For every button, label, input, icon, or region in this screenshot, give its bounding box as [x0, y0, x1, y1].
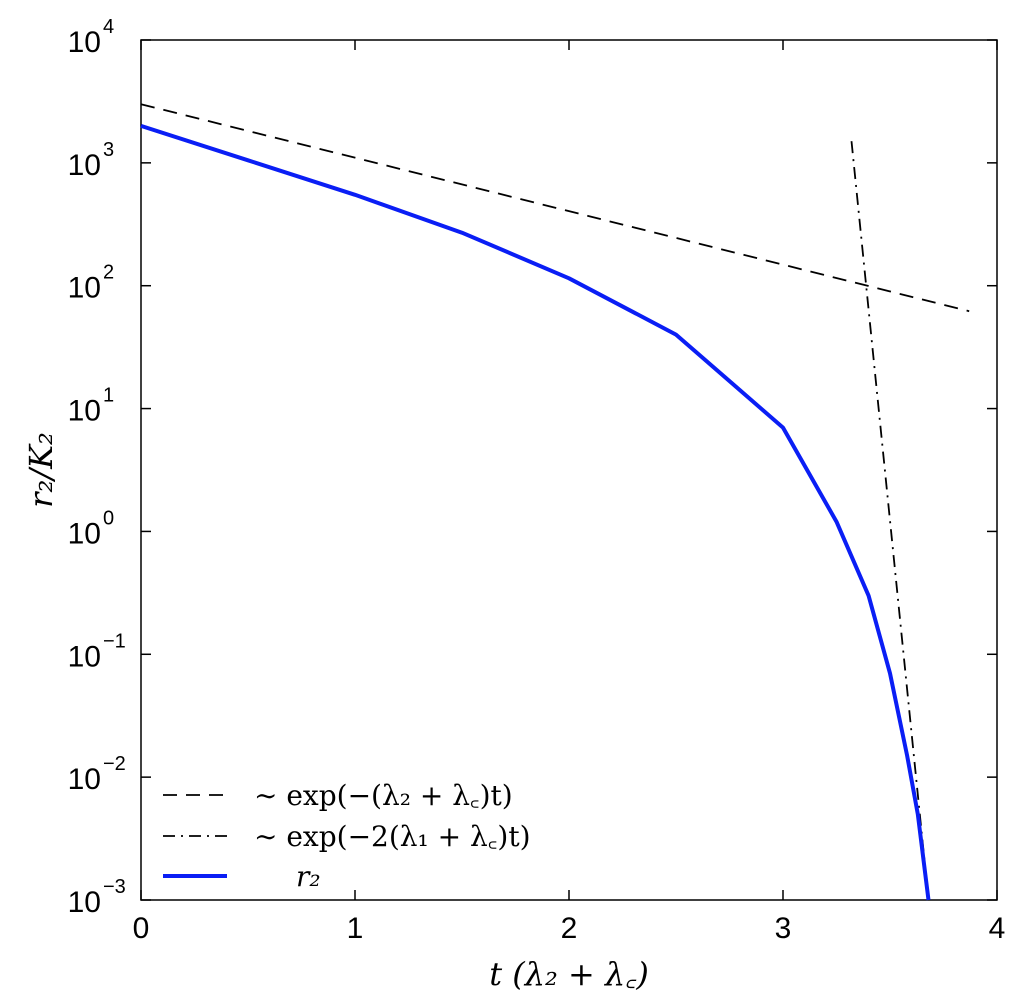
- x-tick-label: 1: [347, 912, 364, 945]
- y-tick-base: 10: [68, 886, 101, 919]
- y-tick-exponent: 1: [103, 385, 114, 407]
- y-tick-label: 10 3: [68, 139, 115, 182]
- y-tick-base: 10: [68, 640, 101, 673]
- series-line-3: [140, 123, 931, 901]
- tick-marks: [140, 39, 998, 901]
- y-tick-label: 10 4: [68, 16, 115, 59]
- y-tick-base: 10: [68, 149, 101, 182]
- y-tick-exponent: 0: [103, 507, 114, 529]
- y-tick-label: 10 0: [68, 507, 115, 550]
- y-tick-label: 10 −3: [68, 876, 126, 919]
- y-tick-base: 10: [68, 26, 101, 59]
- y-tick-exponent: −2: [103, 753, 126, 775]
- y-tick-base: 10: [68, 763, 101, 796]
- x-tick-label: 4: [989, 912, 1006, 945]
- y-tick-label: 10 1: [68, 385, 115, 428]
- series-line-1: [140, 103, 970, 313]
- y-tick-label: 10 2: [68, 262, 115, 305]
- legend: ∼ exp(−(λ₂ + λ꜀)t) ∼ exp(−2(λ₁ + λ꜀)t) r₂: [163, 779, 531, 893]
- y-tick-label: 10 −2: [68, 753, 126, 796]
- y-tick-base: 10: [68, 517, 101, 550]
- y-tick-exponent: 2: [103, 262, 114, 284]
- y-tick-base: 10: [68, 272, 101, 305]
- x-axis-title: t (λ₂ + λ꜀): [489, 955, 649, 993]
- x-tick-label: 2: [561, 912, 578, 945]
- y-tick-label: 10 −1: [68, 630, 126, 673]
- legend-label-3: r₂: [296, 860, 321, 893]
- y-tick-exponent: −1: [103, 630, 126, 652]
- y-axis-title: r₂/K₂: [22, 432, 60, 508]
- x-tick-label: 3: [775, 912, 792, 945]
- y-tick-exponent: 3: [103, 139, 114, 161]
- y-tick-exponent: 4: [103, 16, 114, 38]
- x-tick-label: 0: [133, 912, 150, 945]
- series-layer: [140, 103, 970, 901]
- legend-label-2: ∼ exp(−2(λ₁ + λ꜀)t): [254, 820, 531, 853]
- y-tick-base: 10: [68, 395, 101, 428]
- series-line-2: [850, 141, 930, 901]
- legend-label-1: ∼ exp(−(λ₂ + λ꜀)t): [254, 779, 513, 812]
- y-tick-exponent: −3: [103, 876, 126, 898]
